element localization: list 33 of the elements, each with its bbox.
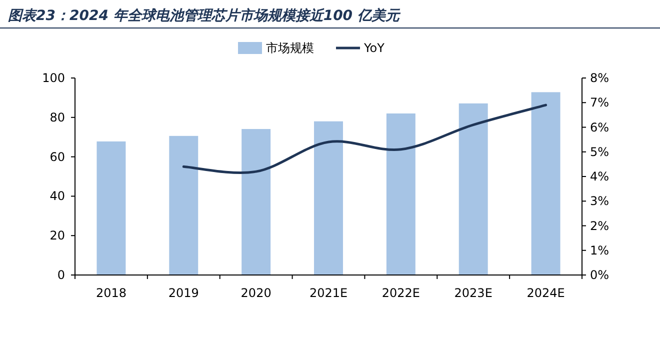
y2-tick-label: 3% [590,194,610,208]
y2-tick-label: 5% [590,144,610,159]
y2-tick-label: 6% [590,120,610,134]
y-tick-label: 20 [50,228,65,243]
x-tick-label: 2019 [168,286,199,300]
bar [458,103,488,275]
x-tick-label: 2023E [454,286,492,300]
y2-tick-label: 8% [590,71,610,85]
bar [96,141,126,275]
y-tick-label: 0 [57,268,65,282]
y2-tick-label: 7% [590,96,610,110]
x-tick-label: 2022E [382,286,420,300]
x-tick-label: 2020 [240,286,272,300]
x-tick-label: 2018 [96,286,126,300]
y2-tick-label: 2% [590,218,610,233]
line-series [182,104,548,174]
bar [386,113,416,275]
legend-label: 市场规模 [266,41,314,55]
y-tick-label: 80 [50,110,65,124]
y-tick-label: 60 [50,150,65,164]
bar [314,121,343,275]
legend-label: YoY [363,41,386,55]
bar [531,92,560,275]
chart-title: 图表23：2024 年全球电池管理芯片市场规模接近100 亿美元 [8,7,402,24]
y-tick-label: 40 [50,189,65,204]
bar [242,129,271,275]
bar [169,136,198,275]
y2-tick-label: 4% [590,170,610,184]
x-tick-label: 2021E [309,286,348,300]
y2-tick-label: 0% [590,268,610,282]
x-tick-label: 2024E [526,286,565,300]
y2-tick-label: 1% [590,243,610,258]
y-tick-label: 100 [42,71,65,85]
